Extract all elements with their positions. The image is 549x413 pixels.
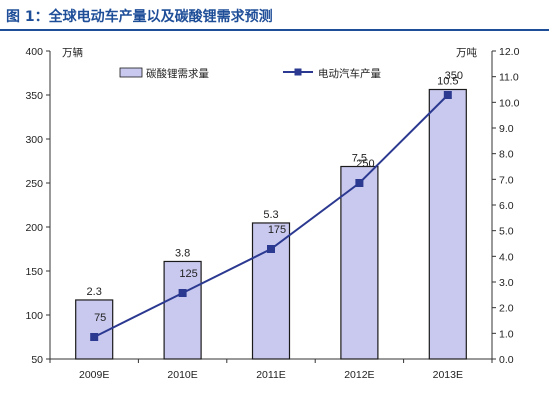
bar <box>163 260 202 360</box>
left-tick-label: 250 <box>25 178 43 190</box>
figure-title: 图 1：全球电动车产量以及碳酸锂需求预测 <box>6 9 273 25</box>
legend-line-label: 电动汽车产量 <box>318 67 381 80</box>
bar-value-label: 2.3 <box>87 286 102 298</box>
x-tick-label: 2009E <box>79 369 109 381</box>
bar-value-label: 5.3 <box>263 209 278 221</box>
right-tick-label: 1.0 <box>499 328 514 340</box>
line-point <box>355 179 364 187</box>
left-tick-label: 50 <box>31 354 43 366</box>
x-tick-label: 2013E <box>433 369 463 381</box>
line-value-label: 350 <box>445 70 463 82</box>
line-point <box>90 333 99 341</box>
x-tick-label: 2011E <box>256 369 286 381</box>
right-tick-label: 8.0 <box>499 149 514 161</box>
left-tick-label: 300 <box>25 134 43 146</box>
right-tick-label: 5.0 <box>499 226 514 238</box>
bar <box>75 299 114 360</box>
bar <box>340 165 379 360</box>
bar-value-label: 10.5 <box>437 76 458 88</box>
left-tick-label: 200 <box>25 222 43 234</box>
right-tick-label: 12.0 <box>499 46 520 58</box>
line-value-label: 250 <box>356 158 374 170</box>
x-tick-label: 2010E <box>167 369 197 381</box>
right-tick-label: 7.0 <box>499 174 514 186</box>
right-axis-unit: 万吨 <box>456 46 477 59</box>
bar-value-label: 7.5 <box>352 153 367 165</box>
line-point <box>267 245 275 253</box>
right-tick-label: 9.0 <box>499 123 514 135</box>
line-value-label: 175 <box>268 224 286 236</box>
bar <box>251 222 291 360</box>
bar-value-label: 3.8 <box>175 247 190 259</box>
x-tick-label: 2012E <box>344 369 374 381</box>
left-axis-unit: 万辆 <box>62 46 83 59</box>
bar <box>428 88 467 360</box>
legend-line-marker <box>294 68 302 76</box>
right-tick-label: 11.0 <box>499 72 519 84</box>
line-point <box>178 289 187 297</box>
right-tick-label: 10.0 <box>499 97 520 109</box>
left-tick-label: 400 <box>25 46 43 58</box>
right-tick-label: 2.0 <box>499 303 514 315</box>
left-tick-label: 150 <box>25 266 43 278</box>
title-underline <box>0 29 549 31</box>
line-value-label: 125 <box>179 268 197 280</box>
left-tick-label: 350 <box>25 90 43 102</box>
legend-bar-swatch <box>119 67 143 78</box>
right-tick-label: 4.0 <box>499 251 514 263</box>
right-tick-label: 0.0 <box>499 354 514 366</box>
line-value-label: 75 <box>94 312 106 324</box>
line-point <box>443 91 452 99</box>
left-tick-label: 100 <box>25 310 43 322</box>
right-tick-label: 3.0 <box>499 277 514 289</box>
right-tick-label: 6.0 <box>499 200 514 212</box>
legend-bar-label: 碳酸锂需求量 <box>146 67 209 80</box>
